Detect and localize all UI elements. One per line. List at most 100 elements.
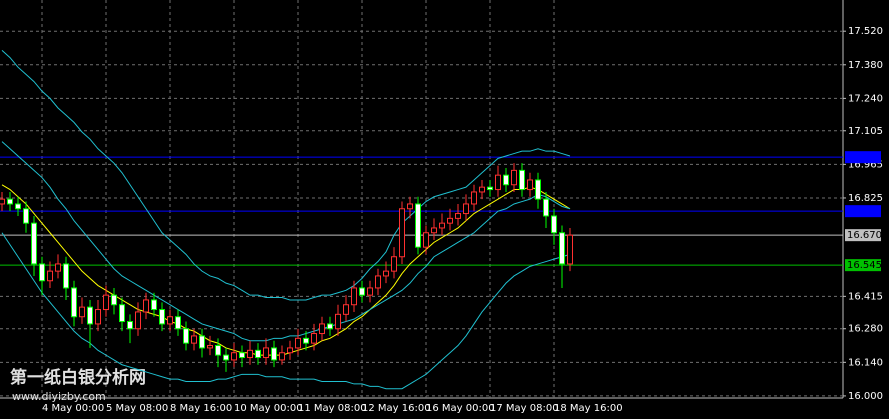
- x-tick-label: 10 May 00:00: [234, 403, 303, 414]
- y-tick-label: 17.105: [848, 126, 883, 137]
- indicator-line: [1, 141, 571, 342]
- candle-body: [231, 352, 237, 361]
- watermark-title: 第一纸白银分析网: [10, 367, 146, 388]
- candle-body: [551, 215, 557, 234]
- candle-body: [335, 313, 341, 330]
- x-tick-label: 5 May 08:00: [106, 403, 168, 414]
- watermark-url: www.diyizby.com: [12, 390, 106, 403]
- price-level-label: 16.670: [847, 230, 882, 241]
- candle-body: [207, 345, 213, 349]
- candle-body: [23, 208, 29, 224]
- candle-body: [375, 275, 381, 289]
- y-tick-label: 16.140: [848, 357, 883, 368]
- candle-body: [199, 335, 205, 349]
- price-level-box: [845, 151, 881, 164]
- candle-body: [423, 232, 429, 248]
- candle-body: [183, 328, 189, 344]
- candle-body: [135, 311, 141, 330]
- candle-body: [535, 179, 541, 200]
- candle-body: [143, 299, 149, 313]
- x-tick-label: 12 May 16:00: [362, 403, 431, 414]
- candle-body: [399, 208, 405, 258]
- y-tick-label: 17.240: [848, 93, 883, 104]
- candle-body: [103, 294, 109, 311]
- x-tick-label: 18 May 16:00: [554, 403, 623, 414]
- candle-body: [63, 263, 69, 289]
- candle-body: [527, 179, 533, 191]
- candle-body: [351, 287, 357, 306]
- y-tick-label: 17.520: [848, 26, 883, 37]
- candle-body: [567, 234, 573, 265]
- candle-body: [271, 347, 277, 361]
- candle-body: [79, 306, 85, 318]
- candle-body: [191, 335, 197, 344]
- price-level-label: 16.545: [847, 260, 882, 271]
- candle-body: [431, 227, 437, 234]
- candle-body: [15, 203, 21, 210]
- y-tick-label: 16.280: [848, 324, 883, 335]
- candle-body: [71, 287, 77, 318]
- x-tick-label: 17 May 08:00: [490, 403, 559, 414]
- y-tick-label: 16.000: [848, 391, 883, 402]
- candle-body: [559, 232, 565, 265]
- price-level-box: [845, 259, 881, 272]
- candle-body: [343, 304, 349, 315]
- candle-body: [311, 333, 317, 344]
- candle-body: [151, 299, 157, 311]
- candle-body: [87, 306, 93, 325]
- candle-body: [175, 316, 181, 330]
- candle-body: [255, 349, 261, 359]
- candle-body: [407, 203, 413, 210]
- candle-body: [7, 198, 13, 205]
- candle-body: [247, 349, 253, 359]
- candle-body: [95, 309, 101, 325]
- candle-body: [55, 263, 61, 272]
- indicator-line: [1, 232, 571, 390]
- candle-body: [111, 294, 117, 306]
- candle-body: [503, 174, 509, 186]
- candle-body: [439, 222, 445, 229]
- candle-body: [39, 263, 45, 282]
- candle-body: [279, 352, 285, 361]
- candle-body: [367, 287, 373, 296]
- candle-body: [167, 316, 173, 325]
- candle-body: [119, 304, 125, 323]
- x-tick-label: 4 May 00:00: [42, 403, 104, 414]
- candle-body: [455, 213, 461, 219]
- y-tick-label: 16.965: [848, 159, 883, 170]
- y-tick-label: 16.825: [848, 193, 883, 204]
- price-level-box: [845, 229, 881, 242]
- candle-body: [223, 354, 229, 361]
- candle-body: [295, 337, 301, 349]
- candle-body: [47, 270, 53, 282]
- indicator-line: [1, 50, 571, 301]
- indicator-line: [1, 184, 571, 356]
- candle-body: [263, 347, 269, 359]
- candle-body: [487, 186, 493, 191]
- candle-body: [463, 203, 469, 215]
- candle-body: [471, 191, 477, 205]
- candle-body: [415, 203, 421, 248]
- candle-body: [383, 270, 389, 277]
- candle-body: [159, 309, 165, 325]
- price-level-box: [845, 205, 881, 218]
- x-tick-label: 16 May 00:00: [426, 403, 495, 414]
- candle-body: [31, 222, 37, 265]
- candle-body: [495, 174, 501, 191]
- candle-body: [519, 169, 525, 191]
- candle-body: [359, 287, 365, 296]
- x-tick-label: 8 May 16:00: [170, 403, 232, 414]
- candle-body: [447, 217, 453, 224]
- candle-body: [479, 186, 485, 193]
- candle-body: [543, 198, 549, 217]
- y-tick-label: 17.380: [848, 60, 883, 71]
- candle-body: [391, 256, 397, 272]
- candle-body: [287, 347, 293, 354]
- candle-body: [303, 337, 309, 344]
- candle-body: [511, 169, 517, 186]
- candle-body: [215, 345, 221, 356]
- x-tick-label: 11 May 08:00: [298, 403, 367, 414]
- candle-body: [239, 352, 245, 359]
